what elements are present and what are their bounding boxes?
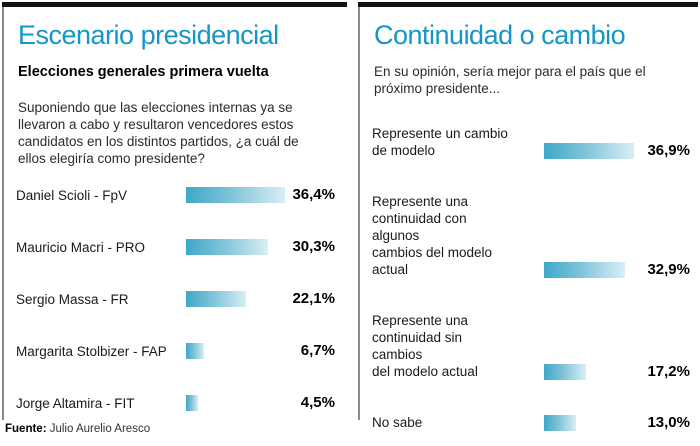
bar-chart-right: Represente un cambio de modelo 36,9% Rep… bbox=[372, 125, 698, 432]
category-label: Sergio Massa - FR bbox=[16, 291, 129, 307]
bar bbox=[186, 395, 199, 412]
panel-subtitle: Elecciones generales primera vuelta bbox=[18, 64, 269, 81]
value-label: 4,5% bbox=[300, 394, 335, 412]
bar bbox=[186, 187, 285, 204]
bar bbox=[186, 343, 205, 360]
source-credit: Fuente: Julio Aurelio Aresco bbox=[5, 423, 150, 435]
value-label: 30,3% bbox=[292, 238, 335, 256]
panel-continuidad-o-cambio: Continuidad o cambio En su opinión, serí… bbox=[358, 2, 698, 432]
source-text: Julio Aurelio Aresco bbox=[46, 423, 151, 435]
value-label: 6,7% bbox=[300, 342, 335, 360]
category-label: Jorge Altamira - FIT bbox=[16, 395, 135, 411]
page-title: Continuidad o cambio bbox=[374, 20, 626, 50]
bar bbox=[544, 364, 587, 381]
chart-row: Represente una continuidad con algunos c… bbox=[372, 193, 698, 279]
category-label: Represente un cambio de modelo bbox=[372, 126, 508, 159]
chart-row: Margarita Stolbizer - FAP 6,7% bbox=[16, 325, 347, 377]
panel-top-rule bbox=[2, 2, 347, 7]
panel-body: Escenario presidencial Elecciones genera… bbox=[2, 7, 347, 420]
value-label: 13,0% bbox=[647, 414, 690, 432]
chart-row: Jorge Altamira - FIT 4,5% bbox=[16, 377, 347, 429]
category-label: Represente una continuidad sin cambios d… bbox=[372, 313, 478, 380]
source-label: Fuente: bbox=[5, 423, 47, 435]
bar-chart-left: Daniel Scioli - FpV 36,4% Mauricio Macri… bbox=[16, 169, 347, 429]
panel-escenario-presidencial: Escenario presidencial Elecciones genera… bbox=[2, 2, 347, 420]
bar bbox=[544, 415, 576, 432]
chart-row: Daniel Scioli - FpV 36,4% bbox=[16, 169, 347, 221]
value-label: 22,1% bbox=[292, 290, 335, 308]
panel-body: Continuidad o cambio En su opinión, serí… bbox=[358, 7, 698, 432]
survey-question: En su opinión, sería mejor para el país … bbox=[374, 64, 646, 97]
value-label: 17,2% bbox=[647, 363, 690, 381]
category-label: No sabe bbox=[372, 415, 423, 431]
page-title: Escenario presidencial bbox=[18, 20, 279, 50]
value-label: 36,4% bbox=[292, 186, 335, 204]
chart-row: No sabe 13,0% bbox=[372, 414, 698, 432]
chart-row: Represente un cambio de modelo 36,9% bbox=[372, 125, 698, 160]
category-label: Margarita Stolbizer - FAP bbox=[16, 343, 167, 359]
bar bbox=[544, 262, 625, 279]
category-label: Daniel Scioli - FpV bbox=[16, 187, 128, 203]
bar bbox=[544, 143, 635, 160]
category-label: Mauricio Macri - PRO bbox=[16, 239, 146, 255]
chart-row: Represente una continuidad sin cambios d… bbox=[372, 312, 698, 381]
bar bbox=[186, 291, 247, 308]
value-label: 36,9% bbox=[647, 142, 690, 160]
value-label: 32,9% bbox=[647, 261, 690, 279]
category-label: Represente una continuidad con algunos c… bbox=[372, 194, 493, 278]
bar bbox=[186, 239, 269, 256]
panel-top-rule bbox=[358, 2, 698, 7]
chart-row: Sergio Massa - FR 22,1% bbox=[16, 273, 347, 325]
survey-question: Suponiendo que las elecciones internas y… bbox=[18, 100, 299, 167]
chart-row: Mauricio Macri - PRO 30,3% bbox=[16, 221, 347, 273]
